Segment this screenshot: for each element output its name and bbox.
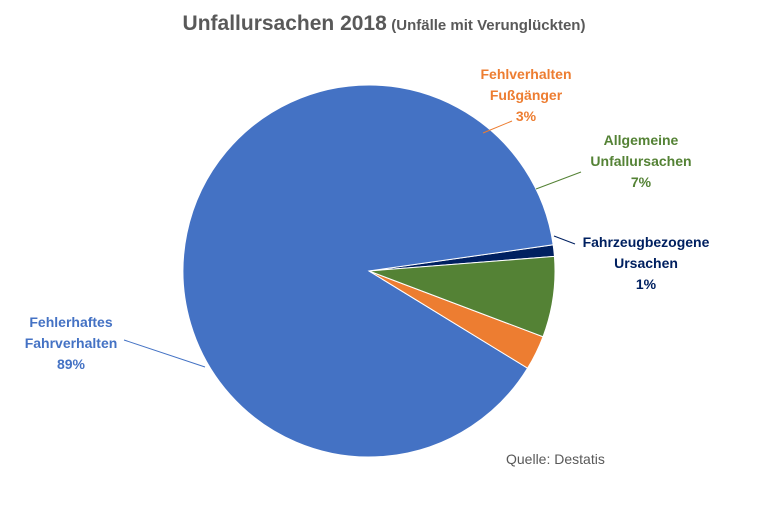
leader-line-3 [553, 235, 576, 245]
slice-label-0: Fehlerhaftes Fahrverhalten 89% [0, 312, 142, 375]
leader-line-1 [482, 120, 513, 134]
slice-label-text: Unfallursachen [590, 153, 692, 169]
slice-label-2: Allgemeine Unfallursachen 7% [570, 130, 712, 193]
pie-slice-2 [368, 255, 556, 338]
slice-label-text: Fahrzeugbezogene [582, 234, 710, 250]
chart-title-main: Unfallursachen 2018 [182, 12, 387, 35]
slice-label-text: Ursachen [614, 255, 678, 271]
leader-line-0 [123, 339, 206, 368]
chart-title: Unfallursachen 2018 (Unfälle mit Verungl… [0, 12, 768, 36]
slice-label-text: Fehlverhalten [480, 66, 572, 82]
leader-line-2 [535, 171, 582, 190]
slice-label-1: Fehlverhalten Fußgänger 3% [446, 64, 606, 127]
slice-label-3: Fahrzeugbezogene Ursachen 1% [560, 232, 732, 295]
chart-subtitle: (Unfälle mit Verunglückten) [391, 17, 586, 34]
slice-percent-label: 89% [56, 356, 86, 372]
slice-label-text: Fahrverhalten [24, 335, 118, 351]
slice-label-text: Allgemeine [603, 132, 679, 148]
pie-slice-0 [182, 84, 554, 458]
slice-percent-label: 7% [630, 174, 652, 190]
slice-percent-label: 3% [515, 108, 537, 124]
slice-label-text: Fußgänger [489, 87, 563, 103]
slice-percent-label: 1% [635, 276, 657, 292]
slice-label-text: Fehlerhaftes [29, 314, 113, 330]
source-note: Quelle: Destatis [506, 451, 605, 467]
